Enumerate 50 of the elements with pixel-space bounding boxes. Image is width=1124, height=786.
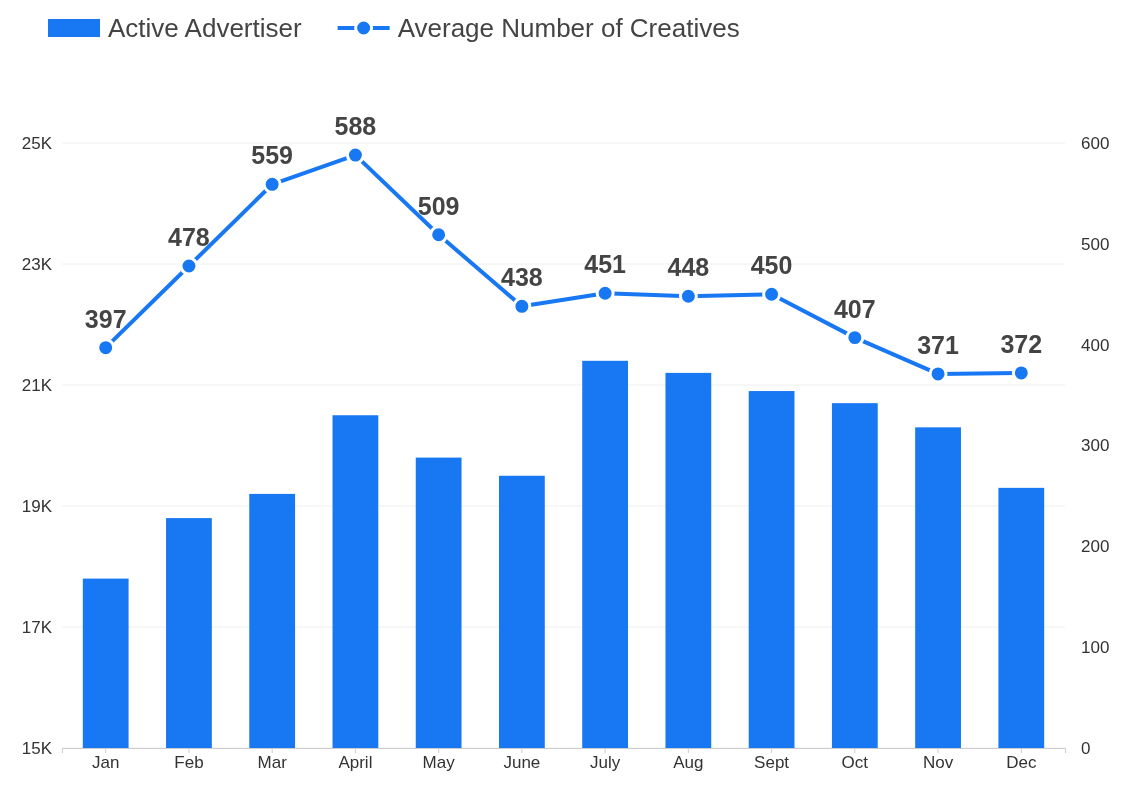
y2-tick-label: 400 <box>1081 335 1110 355</box>
point <box>928 364 948 384</box>
y2-tick-label: 500 <box>1081 234 1110 254</box>
data-label: 371 <box>917 330 960 359</box>
y-tick-label: 15K <box>21 738 53 758</box>
x-tick-label: June <box>503 753 541 773</box>
x-tick-label: Feb <box>174 753 204 773</box>
x-tick-label: April <box>338 753 373 773</box>
y2-tick-label: 200 <box>1081 537 1110 557</box>
data-label: 372 <box>1000 329 1043 358</box>
x-tick-label: July <box>590 753 621 773</box>
point <box>429 225 449 245</box>
y2-tick-label: 0 <box>1081 738 1091 758</box>
legend-label: Average Number of Creatives <box>397 13 740 43</box>
y-tick-label: 17K <box>21 617 53 637</box>
point <box>678 286 698 306</box>
data-label: 450 <box>750 251 793 280</box>
x-tick-label: Nov <box>922 753 954 773</box>
data-label: 397 <box>84 304 127 333</box>
data-label: 559 <box>251 141 294 170</box>
y2-tick-label: 300 <box>1081 436 1110 456</box>
point <box>262 174 282 194</box>
point <box>96 338 116 358</box>
point <box>762 284 782 304</box>
data-label: 509 <box>417 191 460 220</box>
x-tick-label: Aug <box>673 753 704 773</box>
data-label: 451 <box>584 250 627 279</box>
point <box>512 296 532 316</box>
y-tick-label: 19K <box>21 496 53 516</box>
y2-tick-label: 100 <box>1081 638 1110 658</box>
point <box>1011 363 1031 383</box>
data-label: 438 <box>501 263 543 292</box>
x-tick-label: Dec <box>1006 753 1037 773</box>
x-tick-label: May <box>422 753 456 773</box>
x-tick-label: Oct <box>841 753 869 773</box>
data-label: 407 <box>833 294 876 323</box>
x-tick-label: Sept <box>754 753 790 773</box>
x-tick-label: Jan <box>91 753 120 773</box>
y2-tick-label: 600 <box>1081 133 1110 153</box>
point <box>345 145 365 165</box>
data-label: 478 <box>168 223 210 252</box>
data-label: 448 <box>667 253 710 282</box>
point <box>595 283 615 303</box>
y-tick-label: 23K <box>21 254 53 274</box>
legend-label: Active Advertiser <box>108 13 302 43</box>
x-tick-label: Mar <box>257 753 288 773</box>
y-tick-label: 25K <box>21 133 53 153</box>
data-label: 588 <box>334 112 377 141</box>
point <box>179 256 199 276</box>
y-tick-label: 21K <box>21 375 53 395</box>
